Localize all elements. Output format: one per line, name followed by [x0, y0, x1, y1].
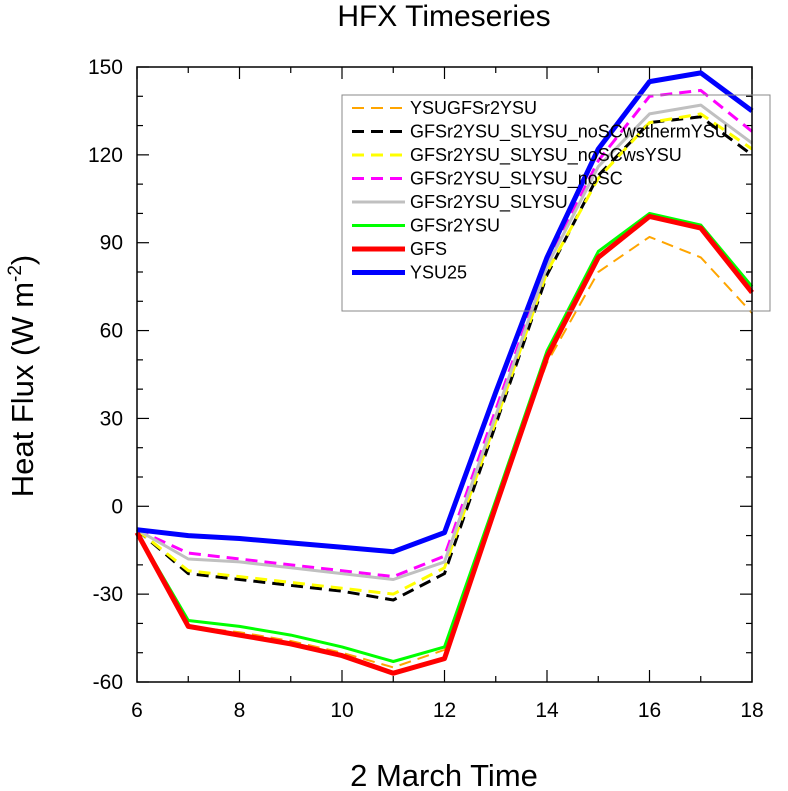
- x-tick-label: 10: [330, 699, 353, 722]
- y-axis-title-superscript: -2: [5, 265, 26, 282]
- y-tick-label: 150: [88, 56, 123, 79]
- legend-label-8: YSU25: [410, 263, 467, 283]
- x-tick-label: 16: [638, 699, 661, 722]
- chart-title: HFX Timeseries: [337, 0, 550, 33]
- tick-labels: 6 8 10 12 14 16 18 150 120 90 60 30 0 -30 -60: [88, 56, 764, 722]
- y-tick-label: 120: [88, 144, 123, 167]
- series-line-6: [135, 211, 754, 663]
- legend-label-6: GFSr2YSU: [410, 216, 500, 236]
- legend-label-7: GFS: [410, 239, 447, 259]
- y-tick-label: 0: [111, 495, 123, 518]
- plot-frame: [136, 66, 753, 683]
- series-line-3: [136, 112, 753, 596]
- legend: YSUGFSr2YSU GFSr2YSU_SLYSU_noSCwsthermYSU…: [341, 94, 771, 312]
- y-axis-title-close: ): [5, 255, 40, 265]
- x-tick-label: 12: [433, 699, 456, 722]
- legend-box: [341, 94, 771, 312]
- x-tick-label: 14: [535, 699, 559, 722]
- series-line-5: [136, 103, 753, 581]
- y-tick-label: 90: [100, 232, 123, 255]
- y-tick-label: 60: [100, 320, 123, 343]
- y-axis-title: Heat Flux (W m-2): [5, 255, 40, 498]
- x-tick-label: 8: [234, 699, 246, 722]
- y-tick-label: -60: [93, 671, 123, 694]
- legend-label-5: GFSr2YSU_SLYSU: [410, 192, 568, 213]
- legend-label-3: GFSr2YSU_SLYSU_noSCwsYSU: [410, 145, 682, 166]
- legend-label-1: YSUGFSr2YSU: [410, 98, 537, 118]
- series-line-7: [134, 213, 754, 676]
- y-tick-label: -30: [93, 583, 123, 606]
- x-axis-title: 2 March Time: [350, 758, 538, 791]
- legend-label-4: GFSr2YSU_SLYSU_noSC: [410, 169, 623, 190]
- series-line-4: [136, 88, 753, 579]
- series-line-2: [136, 115, 753, 602]
- x-tick-label: 6: [131, 699, 143, 722]
- y-tick-label: 30: [100, 407, 123, 430]
- series-line-8: [136, 70, 754, 555]
- legend-label-2: GFSr2YSU_SLYSU_noSCwsthermYSU: [410, 122, 728, 143]
- series-lines: [134, 70, 754, 676]
- y-axis-title-main: Heat Flux (W m: [5, 282, 40, 497]
- x-tick-label: 18: [740, 699, 763, 722]
- series-line-1: [136, 235, 753, 669]
